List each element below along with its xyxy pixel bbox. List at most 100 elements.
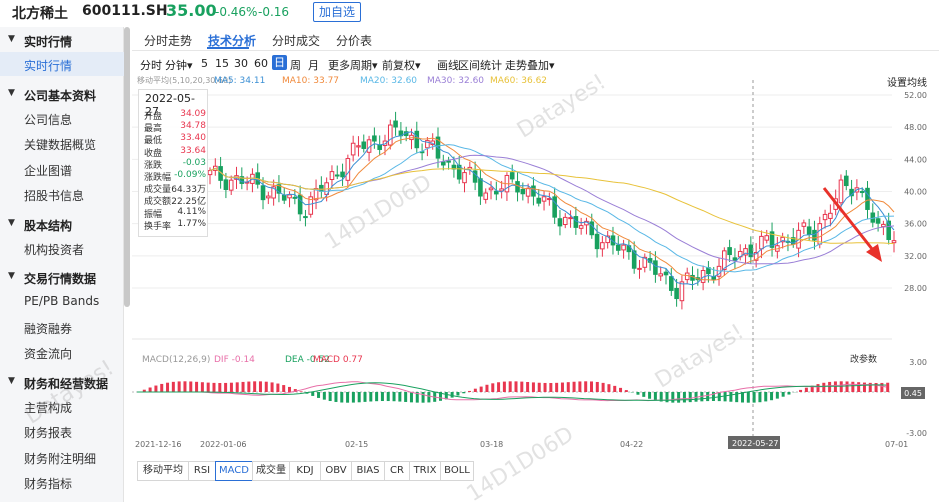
toolbar-item[interactable]: 画线 [437, 59, 459, 72]
macd-params-link[interactable]: 改参数 [850, 353, 877, 365]
macd-bar [659, 392, 663, 402]
candle-body [303, 216, 308, 219]
sidebar-group-3[interactable]: ▼ 交易行情数据 [0, 268, 124, 288]
sidebar-item[interactable]: 财务指标 [0, 470, 124, 494]
candle-body [361, 141, 367, 149]
macd-bar [636, 392, 640, 395]
toolbar-item[interactable]: 月 [308, 59, 319, 72]
indicator-tab[interactable]: 移动平均 [137, 461, 189, 481]
candle-body [541, 196, 547, 202]
candle-body [483, 192, 489, 200]
sidebar-item[interactable]: 财务附注明细 [0, 445, 124, 469]
toolbar-item[interactable]: 周 [290, 59, 301, 72]
info-row: 涨跌幅 -0.09% [144, 170, 206, 183]
tab-price-table[interactable]: 分价表 [336, 34, 373, 48]
indicator-tab[interactable]: KDJ [289, 461, 321, 481]
indicator-tab[interactable]: BIAS [351, 461, 385, 481]
indicator-tab[interactable]: RSI [188, 461, 216, 481]
sidebar-item[interactable]: 主营构成 [0, 394, 124, 418]
candle-body [313, 188, 319, 201]
macd-bar [764, 392, 768, 402]
info-value: -0.09% [174, 170, 206, 180]
macd-bar [572, 381, 576, 392]
sidebar-item[interactable]: 资金流向 [0, 340, 124, 364]
toolbar-item[interactable]: 30 [234, 57, 248, 70]
candle-body [382, 140, 388, 147]
sidebar-item[interactable]: PE/PB Bands [0, 289, 124, 313]
candle-body [631, 250, 637, 269]
sidebar-group-4[interactable]: ▼ 财务和经营数据 [0, 373, 124, 393]
macd-bar [439, 392, 442, 401]
tab-intraday[interactable]: 分时走势 [144, 34, 193, 48]
tab-intraday-trades[interactable]: 分时成交 [272, 34, 321, 48]
stock-price: 35.00 [166, 1, 217, 20]
macd-bar [746, 392, 750, 403]
candle-body [764, 235, 770, 241]
macd-bar [235, 382, 239, 392]
sidebar-item[interactable]: 机构投资者 [0, 236, 124, 260]
candle-body [319, 184, 324, 192]
macd-bar [450, 392, 454, 398]
info-row: 振幅 4.11% [144, 207, 206, 220]
macd-bar [386, 392, 390, 402]
sidebar-group-0[interactable]: ▼ 实时行情 [0, 31, 124, 51]
info-key: 涨跌 [144, 160, 163, 171]
macd-bar [601, 382, 605, 392]
add-watchlist-button[interactable]: 加自选 [313, 2, 361, 22]
macd-bar [787, 392, 791, 395]
toolbar-item[interactable]: 15 [215, 57, 229, 70]
info-value: 33.64 [180, 145, 206, 156]
toolbar-item[interactable]: 前复权▾ [382, 59, 421, 72]
sidebar-group-2[interactable]: ▼ 股本结构 [0, 215, 124, 235]
macd-bar [311, 392, 315, 396]
candle-body [520, 188, 526, 195]
indicator-tab[interactable]: BOLL [440, 461, 474, 481]
sidebar-group-1[interactable]: ▼ 公司基本资料 [0, 85, 124, 105]
toolbar-item[interactable]: 分时 [140, 59, 162, 72]
macd-bar [427, 392, 431, 403]
indicator-tab[interactable]: OBV [320, 461, 352, 481]
info-key: 换手率 [144, 221, 172, 232]
indicator-tab[interactable]: 成交量 [252, 461, 290, 481]
macd-bar [706, 392, 710, 402]
ma-settings-link[interactable]: 设置均线 [887, 78, 927, 89]
sidebar-scrollbar[interactable] [124, 27, 130, 307]
macd-bar [264, 381, 268, 392]
sidebar-item[interactable]: 实时行情 [0, 52, 124, 76]
sidebar-item[interactable]: 融资融券 [0, 315, 124, 339]
macd-bar [688, 392, 692, 403]
toolbar-item[interactable]: 走势叠加▾ [505, 59, 555, 72]
toolbar-item[interactable]: 区间统计 [458, 59, 502, 72]
toolbar-item[interactable]: 60 [254, 57, 268, 70]
sidebar-item[interactable]: 财务报表 [0, 419, 124, 443]
candle-body [674, 287, 679, 300]
sidebar-item[interactable]: 公司信息 [0, 106, 124, 130]
indicator-tab[interactable]: MACD [215, 461, 253, 481]
toolbar-item[interactable]: 5 [201, 57, 208, 70]
candles [207, 111, 897, 310]
sidebar-item[interactable]: 关键数据概览 [0, 131, 124, 155]
macd-bar [810, 385, 814, 392]
tab-technical[interactable]: 技术分析 [208, 34, 257, 48]
indicator-tab[interactable]: CR [384, 461, 410, 481]
sidebar-item-label: 资金流向 [24, 347, 73, 361]
macd-histogram [142, 381, 890, 403]
sidebar-item[interactable]: 招股书信息 [0, 182, 124, 206]
candle-body [663, 271, 669, 276]
sidebar-item-label: 企业图谱 [24, 163, 73, 178]
price-tick-label: 44.00 [904, 155, 927, 164]
toolbar-item[interactable]: 分钟▾ [165, 59, 193, 72]
candle-body [605, 235, 610, 244]
ma-legend-ma5: MA5: 34.11 [214, 76, 265, 86]
kline-chart[interactable]: 52.00 48.00 44.00 40.00 36.00 32.00 28.00 移动平均(… [132, 72, 939, 455]
macd-bar [351, 392, 355, 403]
macd-bar [862, 382, 866, 392]
macd-bar [328, 392, 332, 402]
sidebar-item[interactable]: 企业图谱 [0, 157, 124, 181]
toolbar-item[interactable]: 更多周期▾ [328, 59, 378, 72]
indicator-tab[interactable]: TRIX [409, 461, 441, 481]
toolbar-item[interactable]: 日 [272, 55, 287, 70]
ma-legend: 移动平均(5,10,20,30,60)MA5: 34.11 MA10: 33.77… [137, 75, 547, 86]
macd-bar [398, 392, 402, 402]
